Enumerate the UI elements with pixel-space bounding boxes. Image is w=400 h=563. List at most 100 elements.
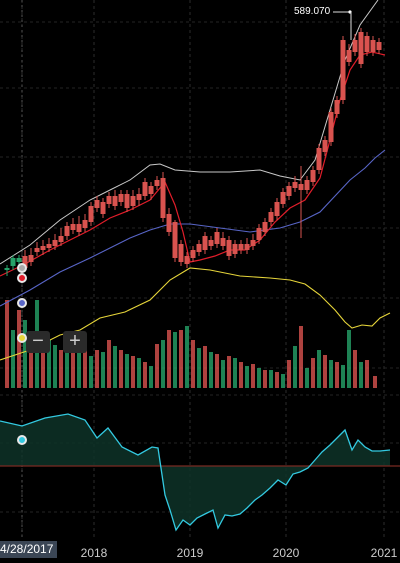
volume-bar: [125, 354, 129, 388]
candle-body: [148, 186, 154, 194]
volume-bar: [233, 358, 237, 388]
volume-bar: [245, 366, 249, 388]
volume-bar: [131, 356, 135, 388]
candle-body: [352, 40, 358, 52]
candle-body: [94, 200, 100, 208]
candle-body: [190, 250, 196, 258]
candle-body: [142, 182, 148, 196]
volume-bar: [197, 348, 201, 388]
candle-body: [22, 256, 28, 268]
volume-bar: [341, 365, 345, 388]
candle-body: [256, 228, 262, 240]
candle-body: [76, 224, 82, 232]
slow-average-line: [0, 149, 386, 307]
candle-body: [334, 100, 340, 114]
candle-body: [232, 244, 238, 254]
candle-body: [178, 244, 184, 262]
volume-bar: [143, 362, 147, 388]
volume-bar: [77, 340, 81, 388]
candle-body: [358, 32, 364, 64]
legend-dot-icon[interactable]: [17, 435, 27, 445]
x-axis-label-2021: 2021: [370, 546, 398, 560]
candle-body: [82, 220, 88, 228]
candle-body: [64, 226, 70, 236]
candle-body: [226, 240, 232, 256]
volume-bar: [317, 350, 321, 388]
candle-body: [274, 202, 280, 216]
candle-body: [364, 36, 370, 52]
candle-body: [34, 248, 40, 252]
volume-bar: [119, 350, 123, 388]
last-price-label: 589.070: [293, 5, 332, 18]
volume-bar: [311, 358, 315, 388]
candle-body: [10, 258, 16, 266]
candle-body: [238, 244, 244, 250]
volume-bar: [323, 355, 327, 388]
volume-bar: [23, 320, 27, 388]
volume-bar: [17, 310, 21, 388]
volume-bar: [173, 332, 177, 388]
legend-dot-icon[interactable]: [17, 333, 27, 343]
candle-body: [112, 196, 118, 206]
volume-bar: [107, 340, 111, 388]
crosshair-date-label: 4/28/2017: [0, 541, 58, 558]
volume-bar: [203, 346, 207, 388]
candle-body: [172, 222, 178, 258]
volume-bar: [59, 350, 63, 388]
candle-body: [46, 244, 52, 248]
volume-bar: [275, 372, 279, 388]
candle-body: [262, 222, 268, 232]
lower-band-line: [0, 267, 391, 361]
volume-bar: [113, 346, 117, 388]
candle-body: [196, 244, 202, 252]
volume-bar: [155, 344, 159, 388]
volume-bar: [167, 330, 171, 388]
candle-body: [268, 212, 274, 222]
candle-body: [52, 240, 58, 246]
volume-bar: [47, 340, 51, 388]
volume-bar: [365, 360, 369, 388]
candle-body: [208, 240, 214, 246]
volume-bar: [221, 360, 225, 388]
zoom-in-button[interactable]: +: [63, 331, 87, 353]
volume-bar: [89, 356, 93, 388]
volume-bar: [269, 370, 273, 388]
x-axis-label-2018: 2018: [80, 546, 108, 560]
legend-dot-icon[interactable]: [17, 298, 27, 308]
fast-average-line: [0, 51, 386, 277]
legend-dot-icon[interactable]: [17, 273, 27, 283]
candle-body: [370, 40, 376, 52]
candle-body: [160, 178, 166, 218]
candle-body: [118, 194, 124, 202]
volume-bar: [71, 348, 75, 388]
volume-bar: [101, 352, 105, 388]
candle-body: [100, 202, 106, 214]
volume-bar: [305, 368, 309, 388]
volume-bar: [293, 346, 297, 388]
candle-body: [184, 256, 190, 264]
volume-bar: [185, 326, 189, 388]
candle-body: [220, 238, 226, 246]
zoom-out-button[interactable]: −: [26, 331, 50, 353]
volume-bar: [41, 335, 45, 388]
legend-dot-icon[interactable]: [17, 263, 27, 273]
volume-bar: [335, 362, 339, 388]
volume-bar: [53, 345, 57, 388]
volume-bar: [347, 330, 351, 388]
volume-bar: [137, 358, 141, 388]
volume-bar: [329, 360, 333, 388]
candle-body: [322, 140, 328, 152]
volume-bar: [209, 352, 213, 388]
candle-body: [304, 180, 310, 190]
candle-body: [376, 42, 382, 50]
candle-body: [88, 206, 94, 222]
volume-bar: [263, 370, 267, 388]
volume-bar: [227, 356, 231, 388]
candle-body: [16, 258, 22, 262]
volume-bar: [65, 352, 69, 388]
candle-body: [70, 224, 76, 230]
candle-body: [28, 255, 34, 262]
oscillator-line: [0, 413, 391, 532]
volume-bar: [5, 300, 9, 388]
